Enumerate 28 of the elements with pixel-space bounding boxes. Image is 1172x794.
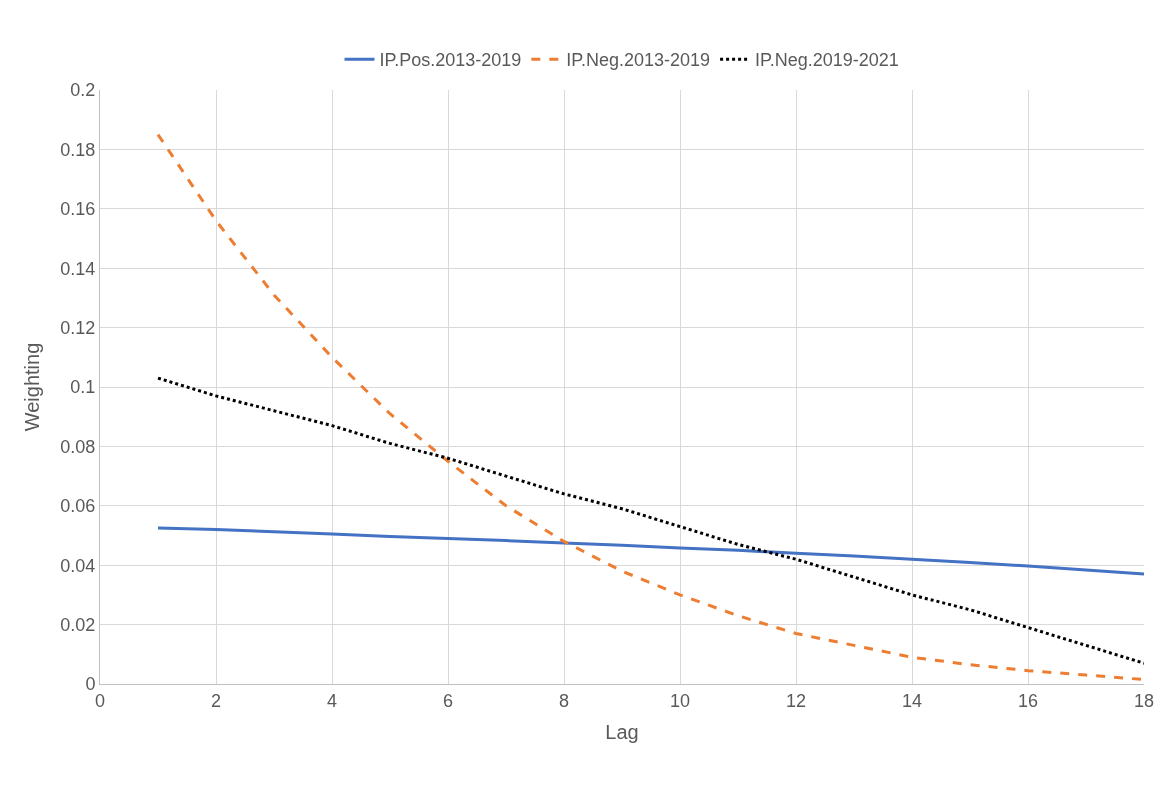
- line-series: [156, 376, 1144, 665]
- y-axis-title: Weighting: [20, 342, 43, 432]
- x-tick-label: 14: [901, 690, 923, 711]
- y-tick-label: 0.04: [60, 555, 96, 576]
- y-tick-label: 0.1: [70, 377, 96, 398]
- x-tick-label: 2: [210, 690, 222, 711]
- x-tick-label: 18: [1133, 690, 1155, 711]
- x-axis-title: Lag: [605, 721, 639, 744]
- y-tick-label: 0.12: [60, 317, 96, 338]
- line-series: [156, 133, 1144, 682]
- line-series: [156, 526, 1144, 576]
- y-tick-label: 0.14: [60, 258, 96, 279]
- legend-label: IP.Pos.2013-2019: [379, 50, 522, 71]
- y-tick-label: 0.18: [60, 139, 96, 160]
- y-tick-label: 0.08: [60, 436, 96, 457]
- y-tick-label: 0.16: [60, 199, 96, 220]
- x-tick-label: 6: [442, 690, 454, 711]
- y-tick-label: 0.06: [60, 496, 96, 517]
- y-tick-label: 0.02: [60, 614, 96, 635]
- y-tick-label: 0.2: [70, 80, 96, 101]
- x-tick-label: 4: [326, 690, 338, 711]
- legend-label: IP.Neg.2019-2021: [755, 50, 899, 71]
- x-tick-label: 8: [558, 690, 570, 711]
- x-tick-label: 12: [785, 690, 807, 711]
- x-tick-label: 16: [1017, 690, 1039, 711]
- legend-label: IP.Neg.2013-2019: [566, 50, 711, 71]
- x-tick-label: 10: [669, 690, 691, 711]
- y-tick-label: 0: [85, 674, 96, 695]
